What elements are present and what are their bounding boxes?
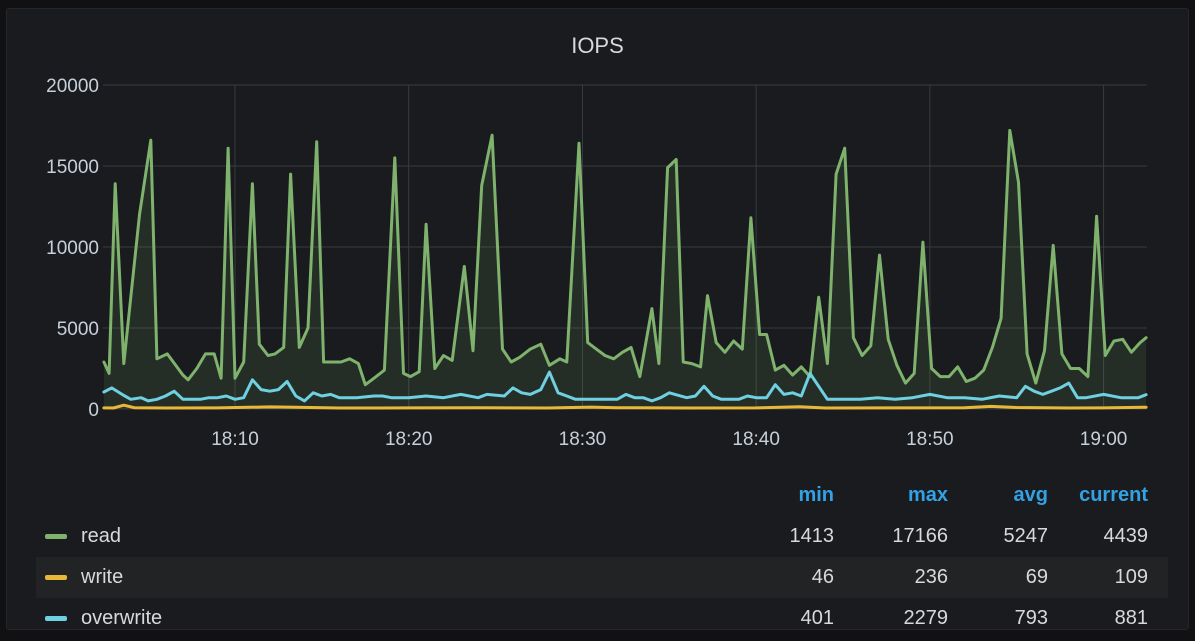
- legend-row-overwrite[interactable]: overwrite 401 2279 793 881: [36, 598, 1168, 639]
- legend-series-name[interactable]: read: [81, 525, 122, 547]
- legend-series-name[interactable]: overwrite: [81, 607, 163, 629]
- legend-value-current: 881: [1114, 607, 1148, 629]
- legend-value-max: 2279: [903, 607, 949, 629]
- legend-header-current[interactable]: current: [1079, 484, 1148, 506]
- legend-value-max: 236: [914, 566, 948, 588]
- read-area: [103, 130, 1147, 409]
- panel-title[interactable]: IOPS: [571, 33, 624, 58]
- read-series-line: [102, 128, 1148, 387]
- y-tick-label: 0: [88, 400, 99, 421]
- x-tick-label: 18:40: [732, 429, 780, 450]
- read-color-swatch[interactable]: [45, 534, 67, 539]
- overwrite-color-swatch[interactable]: [45, 616, 67, 621]
- legend-row-read[interactable]: read 1413 17166 5247 4439: [36, 516, 1168, 557]
- legend-value-min: 46: [811, 566, 834, 588]
- legend-header: min max avg current: [36, 475, 1168, 516]
- legend-value-current: 4439: [1103, 525, 1149, 547]
- legend-header-min[interactable]: min: [798, 484, 834, 506]
- legend-header-avg[interactable]: avg: [1013, 484, 1048, 506]
- x-tick-label: 18:20: [385, 429, 433, 450]
- y-tick-label: 5000: [57, 319, 99, 340]
- iops-panel: IOPS 0 5000 10000 15000 20000 18:10 18:20 18:30…: [6, 8, 1189, 630]
- y-tick-label: 10000: [46, 238, 99, 259]
- legend-header-max[interactable]: max: [907, 484, 948, 506]
- x-tick-label: 18:50: [906, 429, 954, 450]
- legend-series-name[interactable]: write: [81, 566, 124, 588]
- iops-line-chart[interactable]: 0 5000 10000 15000 20000 18:10 18:20 18:30 18:40…: [7, 9, 1190, 469]
- overwrite-series-line: [102, 370, 1148, 403]
- legend-value-min: 401: [800, 607, 834, 629]
- write-series-line: [102, 403, 1148, 410]
- y-tick-label: 20000: [46, 76, 99, 97]
- legend-value-min: 1413: [789, 525, 835, 547]
- x-tick-label: 18:10: [211, 429, 259, 450]
- legend-value-max: 17166: [892, 525, 948, 547]
- legend-value-current: 109: [1114, 566, 1148, 588]
- legend-value-avg: 69: [1025, 566, 1048, 588]
- legend-value-avg: 5247: [1003, 525, 1049, 547]
- y-tick-label: 15000: [46, 157, 99, 178]
- legend-row-write[interactable]: write 46 236 69 109: [36, 557, 1168, 598]
- x-tick-label: 19:00: [1080, 429, 1128, 450]
- legend-value-avg: 793: [1014, 607, 1048, 629]
- x-tick-label: 18:30: [559, 429, 607, 450]
- legend-table: min max avg current read 1413 17166 5247…: [36, 475, 1168, 639]
- write-color-swatch[interactable]: [45, 575, 67, 580]
